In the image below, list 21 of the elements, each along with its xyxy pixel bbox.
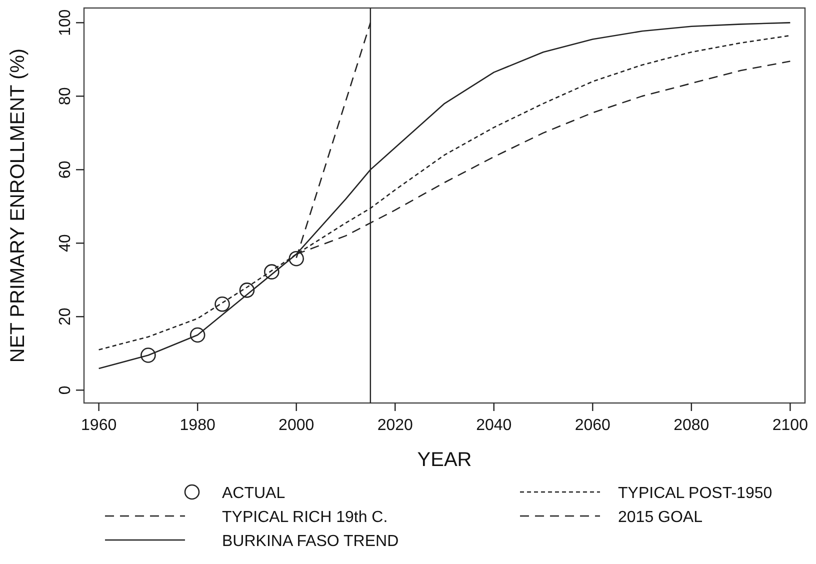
y-tick-label: 0 <box>57 386 74 395</box>
x-tick-label: 2000 <box>278 417 314 434</box>
x-tick-label: 2020 <box>377 417 414 434</box>
x-tick-label: 2060 <box>574 417 611 434</box>
x-tick-label: 1960 <box>81 417 117 434</box>
x-tick-label: 2080 <box>674 417 710 434</box>
y-tick-label: 60 <box>57 160 74 179</box>
y-tick-label: 40 <box>57 234 74 252</box>
x-tick-label: 1980 <box>180 417 216 434</box>
y-tick-label: 20 <box>57 308 74 326</box>
legend-label: BURKINA FASO TREND <box>222 533 399 550</box>
y-axis-title: NET PRIMARY ENROLLMENT (%) <box>7 48 29 363</box>
y-tick-label: 80 <box>57 87 74 106</box>
x-tick-label: 2040 <box>476 417 512 434</box>
y-tick-label: 100 <box>57 9 74 36</box>
legend-label: TYPICAL RICH 19th C. <box>222 509 388 526</box>
x-tick-label: 2100 <box>772 417 808 434</box>
x-axis-title: YEAR <box>417 449 472 471</box>
legend-label: 2015 GOAL <box>618 509 703 526</box>
legend-label: ACTUAL <box>222 485 286 502</box>
legend-label: TYPICAL POST-1950 <box>618 485 772 502</box>
